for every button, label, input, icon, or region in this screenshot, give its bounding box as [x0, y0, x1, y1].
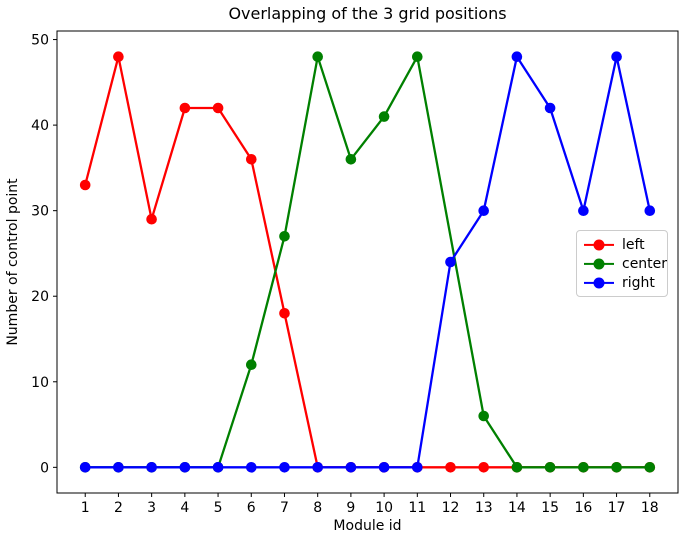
- x-axis-tick-label: 9: [346, 500, 355, 516]
- data-point-right: [445, 256, 456, 268]
- data-point-right: [312, 462, 324, 473]
- legend-entry-left: left: [584, 235, 667, 254]
- data-point-right: [544, 102, 556, 114]
- x-axis-tick-label: 7: [280, 500, 289, 516]
- axes-spines: [56, 30, 679, 494]
- plot-area: [57, 31, 678, 493]
- data-point-left: [246, 154, 257, 165]
- data-point-center: [279, 231, 290, 242]
- data-point-center: [611, 462, 622, 473]
- data-point-left: [279, 308, 290, 319]
- legend-line-marker-icon: [584, 258, 614, 270]
- y-axis-tick-label: 20: [31, 289, 49, 305]
- data-point-right: [279, 462, 290, 473]
- data-point-right: [412, 462, 423, 473]
- x-axis-tick-label: 16: [574, 500, 592, 516]
- x-axis-tick-label: 4: [180, 500, 189, 516]
- data-point-right: [79, 462, 91, 473]
- data-point-right: [378, 462, 390, 473]
- x-axis-tick-label: 14: [508, 500, 526, 516]
- x-axis-tick-label: 5: [214, 500, 223, 516]
- x-axis-tick-label: 1: [81, 500, 90, 516]
- legend-entry-center: center: [584, 254, 667, 273]
- x-axis-tick-label: 10: [375, 500, 393, 516]
- data-point-center: [644, 462, 656, 473]
- y-axis-tick-label: 30: [31, 204, 49, 220]
- chart-title: Overlapping of the 3 grid positions: [228, 4, 507, 23]
- data-point-left: [113, 51, 124, 62]
- data-point-right: [212, 462, 224, 473]
- data-point-left: [146, 213, 157, 225]
- x-axis-tick-label: 2: [114, 500, 123, 516]
- data-point-left: [79, 179, 91, 191]
- data-point-right: [345, 462, 357, 473]
- data-point-center: [378, 111, 390, 122]
- data-point-right: [578, 205, 589, 216]
- legend: left center right: [576, 230, 668, 297]
- y-axis-label: Number of control point: [5, 178, 21, 346]
- y-axis-tick-label: 40: [31, 118, 49, 134]
- data-point-right: [113, 462, 124, 473]
- x-axis-tick-label: 6: [247, 500, 256, 516]
- y-axis-tick-label: 50: [31, 33, 49, 49]
- data-point-right: [611, 51, 622, 62]
- data-point-center: [412, 51, 423, 62]
- series-line-right: [84, 55, 651, 469]
- data-point-right: [179, 462, 191, 473]
- y-axis-tick-label: 10: [31, 375, 49, 391]
- data-point-center: [578, 462, 589, 473]
- x-axis-tick-label: 17: [608, 500, 626, 516]
- legend-entry-right: right: [584, 273, 667, 292]
- legend-label: right: [622, 274, 655, 291]
- x-axis-tick-label: 3: [147, 500, 156, 516]
- x-axis-tick-label: 15: [541, 500, 559, 516]
- x-axis-tick-label: 8: [313, 500, 322, 516]
- data-point-left: [478, 462, 490, 473]
- x-axis-tick-label: 12: [442, 500, 460, 516]
- data-point-right: [246, 462, 257, 473]
- legend-label: center: [622, 255, 668, 272]
- data-point-right: [478, 205, 490, 216]
- data-point-center: [544, 462, 556, 473]
- data-point-right: [146, 462, 157, 473]
- data-point-right: [511, 51, 523, 62]
- y-axis-tick-label: 0: [40, 460, 49, 476]
- legend-label: left: [622, 236, 645, 253]
- data-point-center: [345, 154, 357, 165]
- data-point-center: [312, 51, 324, 62]
- data-point-right: [644, 205, 656, 216]
- data-point-left: [212, 102, 224, 114]
- x-axis-label: Module id: [333, 518, 402, 534]
- data-point-center: [478, 410, 490, 422]
- data-point-left: [179, 102, 191, 114]
- data-point-center: [511, 462, 523, 473]
- x-axis-tick-label: 11: [408, 500, 426, 516]
- legend-line-marker-icon: [584, 239, 614, 251]
- x-axis-tick-label: 18: [641, 500, 659, 516]
- legend-line-marker-icon: [584, 277, 614, 289]
- data-point-left: [445, 462, 456, 473]
- data-point-center: [246, 359, 257, 371]
- x-axis-tick-label: 13: [475, 500, 493, 516]
